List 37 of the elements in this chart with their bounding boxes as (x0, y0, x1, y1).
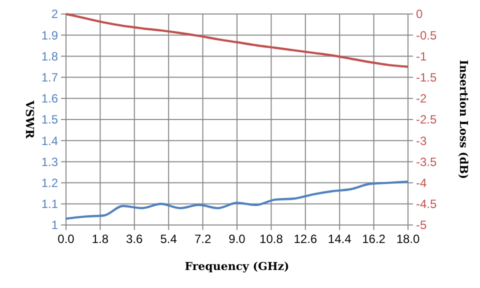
y2-tick-label: -3.5 (416, 154, 438, 169)
y2-tick-label: -3 (416, 134, 427, 148)
y2-tick-label: -0.5 (416, 28, 438, 42)
y-tick-label: 1.1 (41, 197, 58, 212)
y-tick-label: 1 (51, 218, 58, 232)
x-tick-label: 10.8 (260, 232, 284, 246)
x-tick-label: 16.2 (362, 232, 386, 246)
y-tick-label: 2 (51, 7, 58, 22)
y-tick-label: 1.5 (41, 112, 58, 127)
y-tick-label: 1.8 (41, 49, 58, 64)
x-axis-title: Frequency (GHz) (184, 260, 290, 273)
y-tick-label: 1.4 (41, 134, 58, 148)
y2-tick-label: -5 (416, 218, 427, 232)
x-tick-label: 3.6 (126, 232, 144, 246)
y-axis-title: VSWR (23, 100, 36, 140)
x-tick-label: 14.4 (328, 232, 352, 246)
y-tick-label: 1.9 (41, 28, 58, 42)
y2-tick-label: -4.5 (416, 197, 438, 212)
y2-tick-label: -1.5 (416, 70, 438, 84)
y-tick-label: 1.7 (41, 70, 58, 84)
x-tick-label: 18.0 (396, 232, 420, 246)
y2-tick-label: -2 (416, 92, 427, 106)
x-tick-label: 9.0 (228, 232, 246, 246)
y-tick-label: 1.2 (41, 176, 58, 190)
x-tick-label: 1.8 (92, 232, 109, 246)
y2-tick-label: -4 (416, 176, 427, 190)
y2-tick-label: 0 (416, 7, 423, 22)
x-tick-label: 7.2 (194, 232, 212, 246)
x-tick-label: 0.0 (58, 232, 75, 246)
y2-axis-title: Insertion Loss (dB) (457, 60, 470, 180)
y-tick-label: 1.6 (41, 92, 58, 106)
x-tick-label: 12.6 (294, 232, 318, 246)
y2-tick-label: -1 (416, 49, 427, 64)
y-tick-label: 1.3 (41, 154, 58, 169)
y2-tick-label: -2.5 (416, 112, 438, 127)
x-tick-label: 5.4 (160, 232, 178, 246)
line-series (64, 180, 410, 220)
